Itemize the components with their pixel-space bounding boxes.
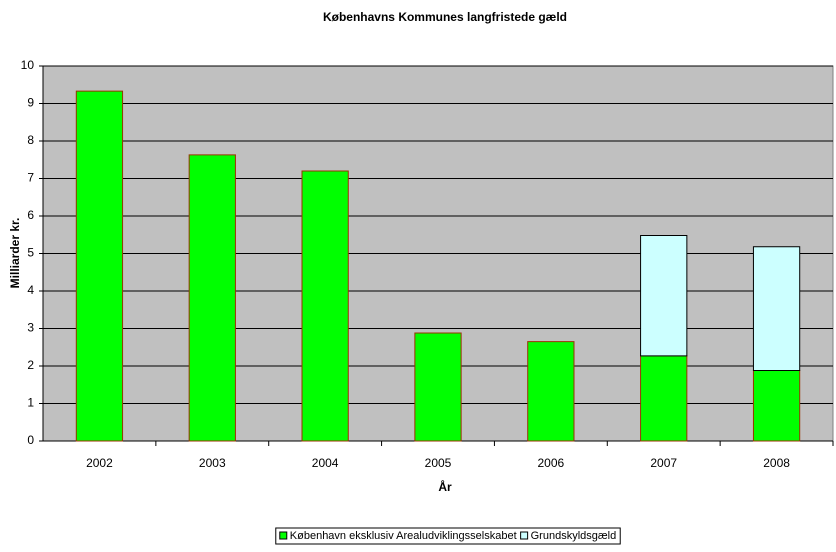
x-tick-label: 2002 xyxy=(86,456,113,470)
x-tick-label: 2008 xyxy=(763,456,790,470)
y-tick-label: 8 xyxy=(27,133,34,147)
x-tick-label: 2006 xyxy=(538,456,565,470)
y-tick-label: 2 xyxy=(27,358,34,372)
chart-title: Københavns Kommunes langfristede gæld xyxy=(323,10,567,24)
x-tick-label: 2004 xyxy=(312,456,339,470)
bar xyxy=(188,154,236,442)
x-tick-label: 2007 xyxy=(650,456,677,470)
bar xyxy=(75,90,124,442)
legend-swatch xyxy=(520,531,529,540)
y-tick-label: 0 xyxy=(27,433,34,447)
bar xyxy=(640,355,688,442)
y-tick-label: 5 xyxy=(27,246,34,260)
bar xyxy=(527,341,575,442)
bar xyxy=(752,246,801,371)
y-axis-label: Milliarder kr. xyxy=(8,218,22,289)
x-axis-label: År xyxy=(438,479,452,494)
y-tick-label: 6 xyxy=(27,208,34,222)
bar xyxy=(752,370,801,442)
y-tick-label: 1 xyxy=(27,396,34,410)
legend-swatch xyxy=(279,531,288,540)
y-tick-label: 7 xyxy=(27,171,34,185)
bar xyxy=(414,332,462,442)
legend-box xyxy=(275,527,621,545)
legend-label: København eksklusiv Arealudviklingsselsk… xyxy=(290,530,517,542)
y-tick-label: 4 xyxy=(27,283,34,297)
y-tick-label: 3 xyxy=(27,321,34,335)
legend-label: Grundskyldsgæld xyxy=(531,530,617,542)
bar xyxy=(640,235,688,357)
y-tick-label: 9 xyxy=(27,96,34,110)
y-tick-label: 10 xyxy=(21,58,35,72)
x-tick-label: 2005 xyxy=(425,456,452,470)
bar xyxy=(301,170,349,442)
x-tick-label: 2003 xyxy=(199,456,226,470)
